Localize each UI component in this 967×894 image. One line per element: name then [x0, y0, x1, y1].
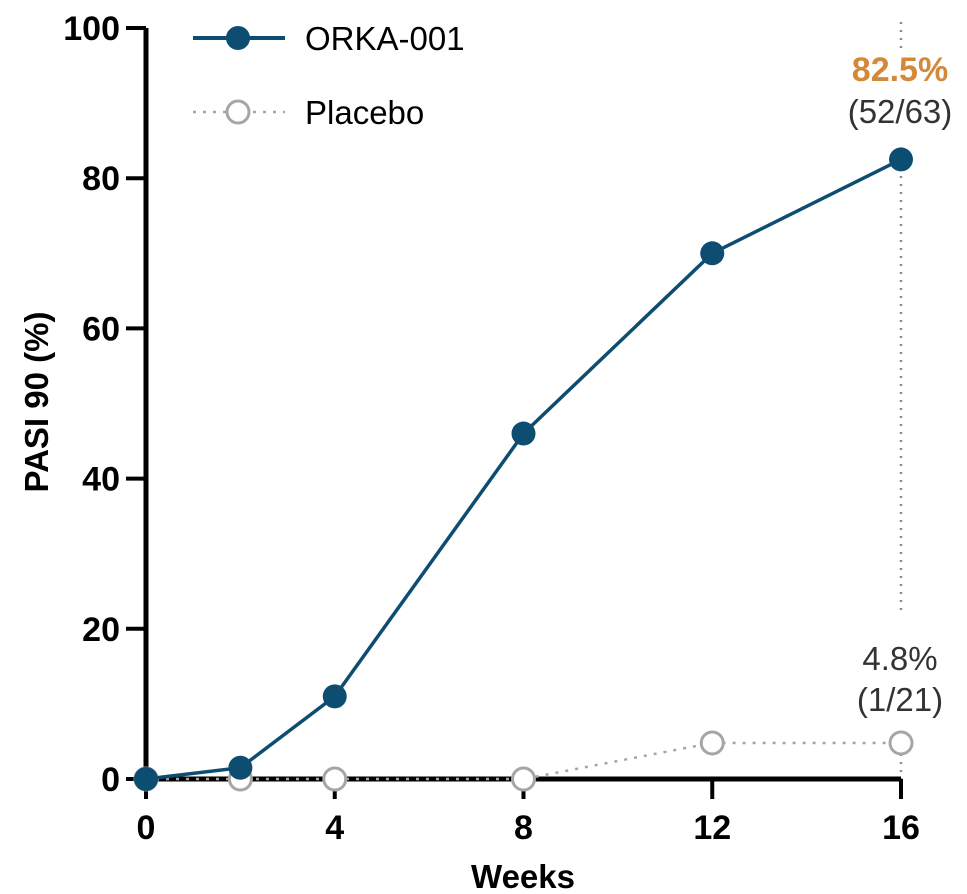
y-tick-label-100: 100 [63, 10, 120, 48]
legend-placebo-marker [225, 99, 251, 125]
y-tick-label-0: 0 [101, 761, 120, 799]
legend-orka-marker [226, 26, 250, 50]
placebo-point-week-4 [322, 766, 348, 792]
x-axis-title: Weeks [471, 858, 575, 894]
orka-point-week-16 [889, 147, 913, 172]
orka-point-week-12 [700, 241, 725, 266]
x-tick-label-0: 0 [137, 809, 156, 847]
placebo-final-count-label: (1/21) [857, 681, 943, 718]
placebo-point-week-8 [511, 766, 536, 792]
x-tick-label-4: 4 [325, 809, 344, 847]
orka-point-week-2 [228, 755, 253, 780]
orka-point-week-0 [134, 767, 158, 791]
placebo-final-value-label: 4.8% [862, 640, 937, 677]
x-tick-label-8: 8 [514, 809, 533, 847]
placebo-point-week-16 [888, 730, 914, 756]
legend-label-placebo: Placebo [305, 94, 424, 131]
series-layer [133, 147, 914, 792]
axes: 0 20 40 60 80 100 0 4 8 12 16 [63, 10, 920, 847]
y-tick-label-60: 60 [82, 310, 120, 348]
x-tick-label-12: 12 [693, 809, 731, 847]
orka-point-week-4 [322, 684, 347, 709]
y-tick-label-80: 80 [82, 160, 120, 198]
y-axis-title: PASI 90 (%) [18, 312, 55, 493]
placebo-point-week-12 [699, 730, 725, 756]
legend-label-orka: ORKA-001 [305, 20, 465, 57]
legend: ORKA-001 Placebo [193, 20, 465, 131]
placebo-line [146, 741, 901, 781]
orka-point-week-8 [511, 421, 536, 446]
orka-line [145, 157, 902, 781]
y-tick-label-20: 20 [82, 611, 120, 649]
y-tick-label-40: 40 [82, 461, 120, 499]
orka-final-count-label: (52/63) [848, 93, 953, 130]
orka-final-value-label: 82.5% [852, 51, 948, 89]
annotations: 82.5% (52/63) 4.8% (1/21) [848, 51, 953, 718]
x-tick-label-16: 16 [882, 809, 920, 847]
